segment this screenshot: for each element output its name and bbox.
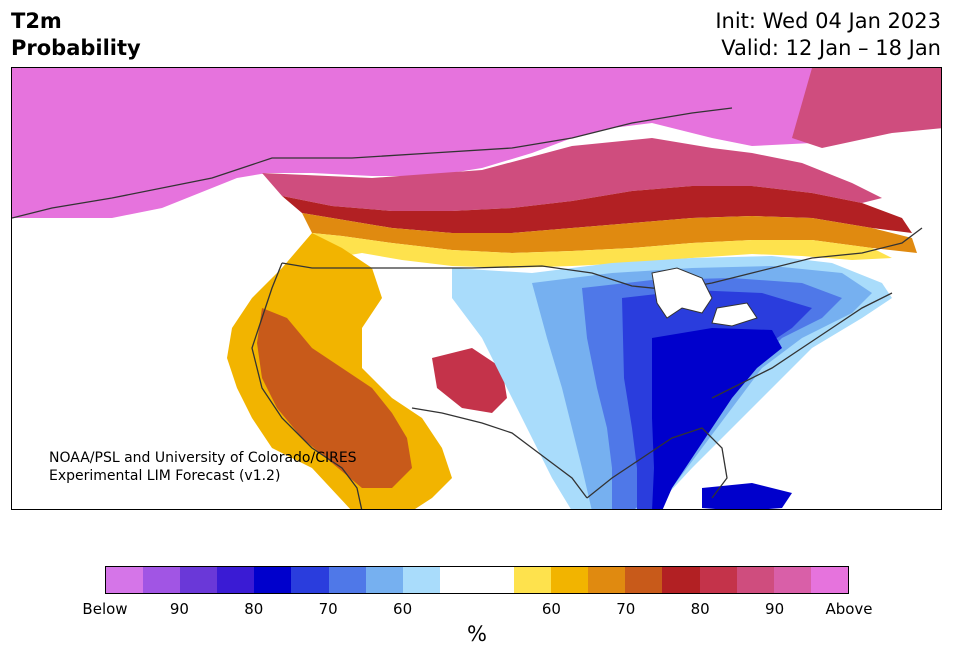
colorbar-cell — [402, 567, 440, 593]
above-85-band — [262, 138, 882, 211]
caribbean-cold-region — [702, 483, 792, 509]
valid-range: Valid: 12 Jan – 18 Jan — [721, 36, 941, 60]
colorbar-cell — [773, 567, 811, 593]
colorbar — [105, 566, 849, 594]
map-canvas — [12, 68, 941, 509]
colorbar-cell — [106, 567, 144, 593]
credit-line-2: Experimental LIM Forecast (v1.2) — [49, 468, 281, 484]
above-60-band — [312, 233, 892, 278]
product-label: Probability — [11, 36, 141, 60]
colorbar-cell — [143, 567, 181, 593]
above-70-band — [302, 213, 917, 253]
above-90-region — [792, 68, 941, 148]
above-80-band — [282, 186, 912, 233]
colorbar-cell — [254, 567, 292, 593]
colorbar-cell — [291, 567, 329, 593]
colorbar-cell — [588, 567, 626, 593]
colorbar-tick-label: 80 — [690, 600, 710, 618]
colorbar-tick-label: 70 — [318, 600, 338, 618]
init-date: Init: Wed 04 Jan 2023 — [715, 9, 941, 33]
colorbar-tick-label: 60 — [393, 600, 413, 618]
colorbar-tick-label: 70 — [616, 600, 636, 618]
colorbar-cell — [328, 567, 366, 593]
colorbar-cell — [365, 567, 403, 593]
colorbar-cell — [476, 567, 515, 593]
west-hot-region — [257, 308, 412, 488]
colorbar-cell — [551, 567, 589, 593]
colorbar-tick-label: 60 — [541, 600, 561, 618]
probability-map — [11, 67, 942, 510]
colorbar-cell — [810, 567, 848, 593]
great-lakes — [651, 267, 758, 327]
colorbar-cell — [699, 567, 737, 593]
colorbar-cell — [180, 567, 218, 593]
forecast-dates: Init: Wed 04 Jan 2023 Valid: 12 Jan – 18… — [715, 8, 941, 62]
colorbar-cell — [625, 567, 663, 593]
colorbar-tick-label: 90 — [765, 600, 785, 618]
colorbar-cell — [736, 567, 774, 593]
colorbar-cell — [439, 567, 477, 593]
credit-text: NOAA/PSL and University of Colorado/CIRE… — [49, 449, 357, 485]
colorbar-tick-label: Below — [82, 600, 128, 618]
colorbar-unit: % — [467, 622, 487, 646]
country-borders — [12, 107, 923, 509]
variable-label: T2m — [11, 9, 62, 33]
colorbar-cell — [217, 567, 255, 593]
west-core-region — [432, 348, 507, 413]
above-high-region — [12, 68, 941, 218]
colorbar-tick-label: Above — [825, 600, 873, 618]
colorbar-tick-label: 90 — [169, 600, 189, 618]
map-title: T2m Probability — [11, 8, 141, 62]
below-75-region — [652, 328, 782, 509]
credit-line-1: NOAA/PSL and University of Colorado/CIRE… — [49, 450, 357, 466]
colorbar-cell — [662, 567, 700, 593]
colorbar-tick-label: 80 — [244, 600, 264, 618]
colorbar-cell — [514, 567, 552, 593]
